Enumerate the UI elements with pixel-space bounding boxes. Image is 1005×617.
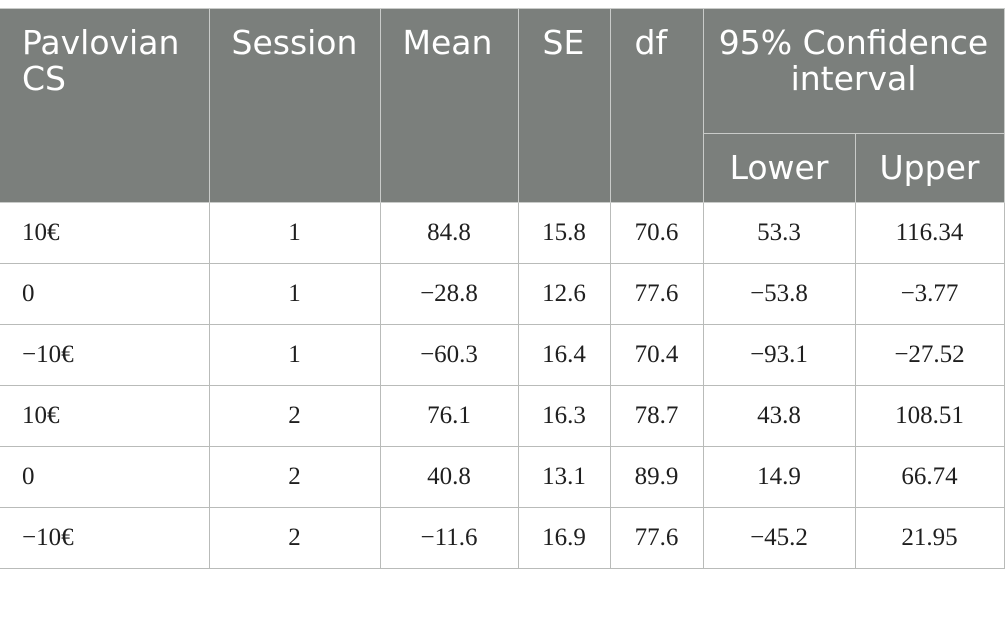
- cell-se: 16.3: [517, 385, 611, 447]
- cell-upper: 108.51: [854, 385, 1005, 447]
- table-row: −10€ 2 −11.6 16.9 77.6 −45.2 21.95: [0, 507, 1005, 569]
- table-row: −10€ 1 −60.3 16.4 70.4 −93.1 −27.52: [0, 324, 1005, 386]
- cell-session: 1: [208, 324, 381, 386]
- cell-mean: −28.8: [379, 263, 519, 325]
- results-table: Pavlovian CS Session Mean SE df 95% Conf…: [0, 8, 1005, 569]
- cell-df: 70.4: [609, 324, 704, 386]
- table-header: Pavlovian CS Session Mean SE df 95% Conf…: [0, 8, 1005, 203]
- cell-cs: 0: [0, 446, 210, 508]
- cell-se: 15.8: [517, 202, 611, 264]
- cell-df: 77.6: [609, 263, 704, 325]
- table-row: 0 2 40.8 13.1 89.9 14.9 66.74: [0, 446, 1005, 508]
- cell-lower: −45.2: [702, 507, 856, 569]
- header-session: Session: [208, 8, 381, 203]
- header-pavlovian-cs: Pavlovian CS: [0, 8, 210, 203]
- header-se: SE: [517, 8, 611, 203]
- cell-cs: −10€: [0, 507, 210, 569]
- cell-upper: 66.74: [854, 446, 1005, 508]
- cell-session: 1: [208, 263, 381, 325]
- cell-df: 89.9: [609, 446, 704, 508]
- table-row: 0 1 −28.8 12.6 77.6 −53.8 −3.77: [0, 263, 1005, 325]
- table-row: 10€ 2 76.1 16.3 78.7 43.8 108.51: [0, 385, 1005, 447]
- cell-df: 70.6: [609, 202, 704, 264]
- cell-cs: 0: [0, 263, 210, 325]
- cell-mean: 76.1: [379, 385, 519, 447]
- cell-mean: −60.3: [379, 324, 519, 386]
- header-upper: Upper: [854, 133, 1005, 203]
- cell-lower: 14.9: [702, 446, 856, 508]
- header-lower: Lower: [703, 133, 856, 203]
- cell-cs: −10€: [0, 324, 210, 386]
- cell-session: 1: [208, 202, 381, 264]
- cell-lower: −53.8: [702, 263, 856, 325]
- cell-upper: −3.77: [854, 263, 1005, 325]
- header-mean: Mean: [379, 8, 519, 203]
- cell-session: 2: [208, 385, 381, 447]
- header-confidence-interval: 95% Confidence interval: [702, 8, 1005, 134]
- cell-mean: 84.8: [379, 202, 519, 264]
- cell-cs: 10€: [0, 385, 210, 447]
- cell-session: 2: [208, 446, 381, 508]
- cell-mean: −11.6: [379, 507, 519, 569]
- cell-upper: −27.52: [854, 324, 1005, 386]
- cell-lower: 43.8: [702, 385, 856, 447]
- cell-session: 2: [208, 507, 381, 569]
- cell-cs: 10€: [0, 202, 210, 264]
- table-row: 10€ 1 84.8 15.8 70.6 53.3 116.34: [0, 202, 1005, 264]
- cell-se: 16.4: [517, 324, 611, 386]
- cell-lower: 53.3: [702, 202, 856, 264]
- cell-se: 13.1: [517, 446, 611, 508]
- cell-se: 12.6: [517, 263, 611, 325]
- header-df: df: [609, 8, 704, 203]
- table-body: 10€ 1 84.8 15.8 70.6 53.3 116.34 0 1 −28…: [0, 202, 1005, 569]
- cell-upper: 116.34: [854, 202, 1005, 264]
- cell-df: 78.7: [609, 385, 704, 447]
- cell-lower: −93.1: [702, 324, 856, 386]
- cell-df: 77.6: [609, 507, 704, 569]
- cell-se: 16.9: [517, 507, 611, 569]
- cell-upper: 21.95: [854, 507, 1005, 569]
- cell-mean: 40.8: [379, 446, 519, 508]
